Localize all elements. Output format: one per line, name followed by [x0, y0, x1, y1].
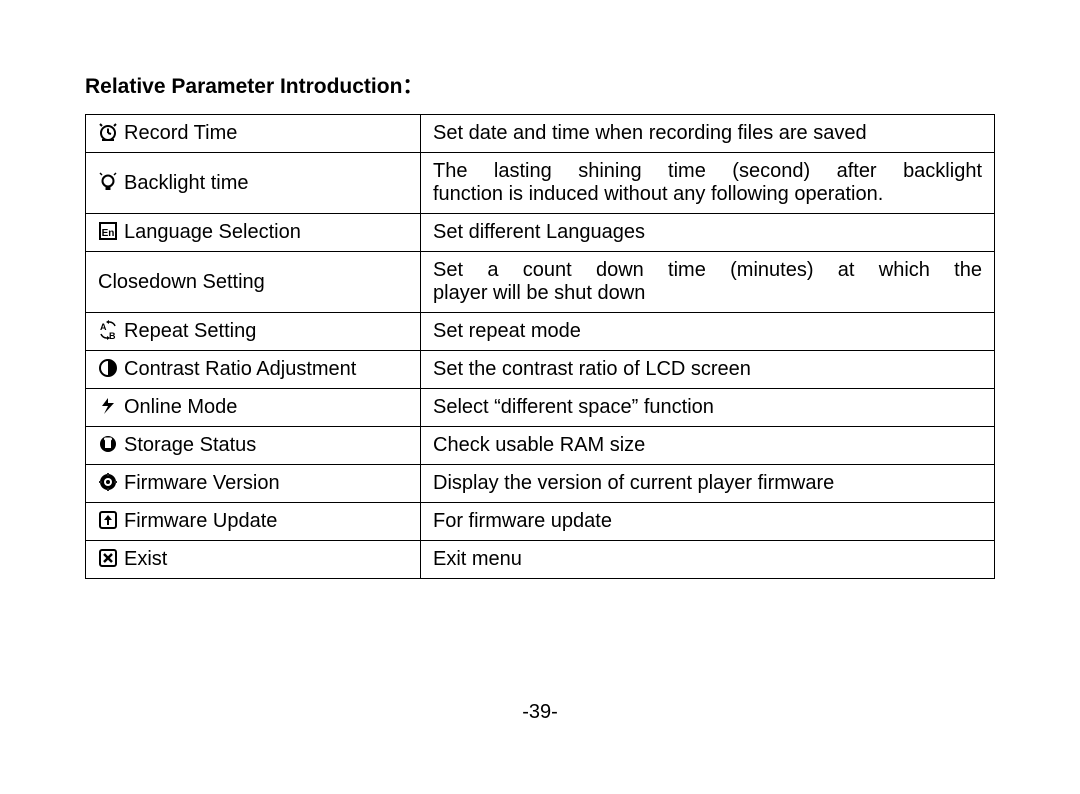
parameter-name: Online Mode — [124, 396, 237, 418]
table-row: Record Time Set date and time when record… — [86, 115, 995, 153]
storage-icon — [98, 434, 118, 454]
parameter-name-cell: Record Time — [86, 115, 421, 153]
parameter-name-cell: Backlight time — [86, 153, 421, 214]
page-number: -39- — [0, 701, 1080, 724]
parameter-name: Firmware Version — [124, 472, 280, 494]
parameter-desc-cell: The lasting shining time (second) after … — [421, 153, 995, 214]
parameter-name-cell: Closedown Setting — [86, 252, 421, 313]
online-icon — [98, 396, 118, 416]
parameter-desc: Set date and time when recording files a… — [433, 122, 867, 144]
parameter-name-cell: Online Mode — [86, 389, 421, 427]
parameter-desc: Exit menu — [433, 548, 522, 570]
update-icon — [98, 510, 118, 530]
parameter-name-cell: Language Selection — [86, 214, 421, 252]
exit-icon — [98, 548, 118, 568]
parameter-table: Record Time Set date and time when record… — [85, 114, 995, 579]
section-title: Relative Parameter Introduction： — [85, 70, 995, 100]
parameter-desc: Check usable RAM size — [433, 434, 645, 456]
parameter-desc: Set the contrast ratio of LCD screen — [433, 358, 751, 380]
table-row: Repeat Setting Set repeat mode — [86, 313, 995, 351]
parameter-desc: For firmware update — [433, 510, 612, 532]
parameter-name: Closedown Setting — [98, 271, 265, 293]
contrast-icon — [98, 358, 118, 378]
table-row: Closedown Setting Set a count down time (… — [86, 252, 995, 313]
table-row: Firmware Update For firmware update — [86, 503, 995, 541]
parameter-desc-line1: Set a count down time (minutes) at which… — [433, 259, 982, 281]
parameter-name: Storage Status — [124, 434, 256, 456]
parameter-name-cell: Firmware Update — [86, 503, 421, 541]
table-row: Contrast Ratio Adjustment Set the contras… — [86, 351, 995, 389]
parameter-name-cell: Exist — [86, 541, 421, 579]
parameter-desc-cell: Set different Languages — [421, 214, 995, 252]
parameter-desc-cell: Exit menu — [421, 541, 995, 579]
parameter-name-cell: Firmware Version — [86, 465, 421, 503]
table-row: Firmware Version Display the version of c… — [86, 465, 995, 503]
clock-icon — [98, 122, 118, 142]
parameter-desc: Select “different space” function — [433, 396, 714, 418]
parameter-desc-line1: The lasting shining time (second) after … — [433, 160, 982, 182]
table-row: Language Selection Set different Language… — [86, 214, 995, 252]
parameter-desc-cell: Set date and time when recording files a… — [421, 115, 995, 153]
parameter-name-cell: Repeat Setting — [86, 313, 421, 351]
parameter-desc-cell: Display the version of current player fi… — [421, 465, 995, 503]
document-page: Relative Parameter Introduction： Record … — [0, 0, 1080, 794]
parameter-desc-cell: Select “different space” function — [421, 389, 995, 427]
parameter-name: Firmware Update — [124, 510, 277, 532]
parameter-name: Language Selection — [124, 221, 301, 243]
table-row: Backlight time The lasting shining time (… — [86, 153, 995, 214]
bulb-icon — [98, 172, 118, 192]
parameter-name: Repeat Setting — [124, 320, 256, 342]
parameter-desc: Set repeat mode — [433, 320, 581, 342]
parameter-desc: Set different Languages — [433, 221, 645, 243]
parameter-desc: Display the version of current player fi… — [433, 472, 834, 494]
parameter-name: Backlight time — [124, 172, 249, 194]
parameter-name-cell: Contrast Ratio Adjustment — [86, 351, 421, 389]
parameter-name: Contrast Ratio Adjustment — [124, 358, 356, 380]
parameter-name: Exist — [124, 548, 167, 570]
parameter-name-cell: Storage Status — [86, 427, 421, 465]
parameter-desc-line2: player will be shut down — [433, 282, 982, 305]
table-row: Exist Exit menu — [86, 541, 995, 579]
table-row: Storage Status Check usable RAM size — [86, 427, 995, 465]
parameter-desc-line2: function is induced without any followin… — [433, 183, 982, 206]
parameter-desc-cell: Check usable RAM size — [421, 427, 995, 465]
parameter-desc-cell: Set the contrast ratio of LCD screen — [421, 351, 995, 389]
parameter-desc-cell: Set a count down time (minutes) at which… — [421, 252, 995, 313]
table-row: Online Mode Select “different space” func… — [86, 389, 995, 427]
parameter-desc-cell: Set repeat mode — [421, 313, 995, 351]
version-icon — [98, 472, 118, 492]
parameter-name: Record Time — [124, 122, 237, 144]
parameter-desc-cell: For firmware update — [421, 503, 995, 541]
repeat-icon — [98, 320, 118, 340]
lang-icon — [98, 221, 118, 241]
